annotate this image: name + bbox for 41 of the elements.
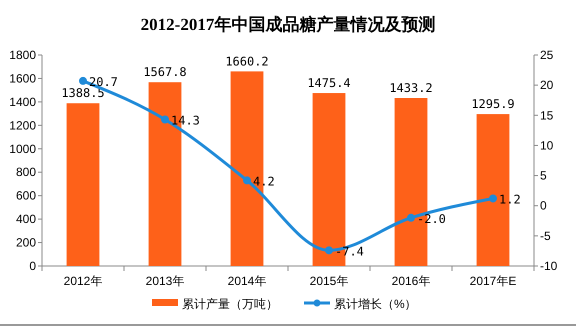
- y-tick-label: 200: [16, 236, 36, 250]
- point: [325, 246, 333, 254]
- y2-tick-label: 10: [540, 138, 554, 152]
- y-tick-label: 1800: [9, 48, 36, 62]
- x-tick-label: 2016年: [392, 274, 430, 288]
- y-tick-label: 1400: [9, 94, 36, 109]
- point: [161, 116, 169, 124]
- y-tick-label: 1600: [9, 71, 36, 86]
- x-tick-label: 2015年: [310, 274, 348, 288]
- y-tick-label: 1000: [9, 142, 36, 156]
- y-tick-label: 600: [16, 188, 36, 203]
- y-tick-label: 800: [16, 165, 36, 180]
- data-label: 1388.5: [61, 86, 105, 100]
- point: [79, 76, 87, 85]
- x-tick-label: 2017年E: [470, 274, 516, 288]
- point: [489, 194, 497, 202]
- y2-tick-label: 0: [540, 198, 547, 213]
- y-tick-label: 1200: [9, 118, 36, 132]
- y2-tick-label: 15: [540, 108, 554, 122]
- chart-title: 2012-2017年中国成品糖产量情况及预测: [140, 15, 436, 34]
- data-label: 1567.8: [143, 65, 187, 80]
- y2-tick-label: 20: [540, 78, 554, 92]
- x-tick-label: 2014年: [228, 274, 266, 288]
- data-label: 1433.2: [389, 80, 433, 95]
- data-label: 1475.4: [307, 76, 351, 90]
- point: [243, 176, 251, 184]
- legend-label: 累计产量（万吨）: [182, 297, 278, 311]
- bar: [66, 103, 100, 266]
- y2-tick-label: -10: [540, 259, 558, 273]
- data-label: 1660.2: [225, 54, 269, 68]
- y2-tick-label: 25: [540, 48, 554, 62]
- y-tick-label: 400: [16, 212, 36, 226]
- x-tick-label: 2013年: [146, 274, 184, 288]
- data-label: 1295.9: [471, 97, 515, 112]
- data-label: 20.7: [89, 74, 118, 89]
- x-tick-label: 2012年: [64, 274, 102, 288]
- y2-tick-label: 5: [540, 168, 547, 183]
- legend-label: 累计增长（%）: [334, 297, 417, 311]
- y2-tick-label: -5: [540, 228, 551, 243]
- point: [407, 214, 415, 222]
- y-tick-label: 0: [29, 259, 36, 273]
